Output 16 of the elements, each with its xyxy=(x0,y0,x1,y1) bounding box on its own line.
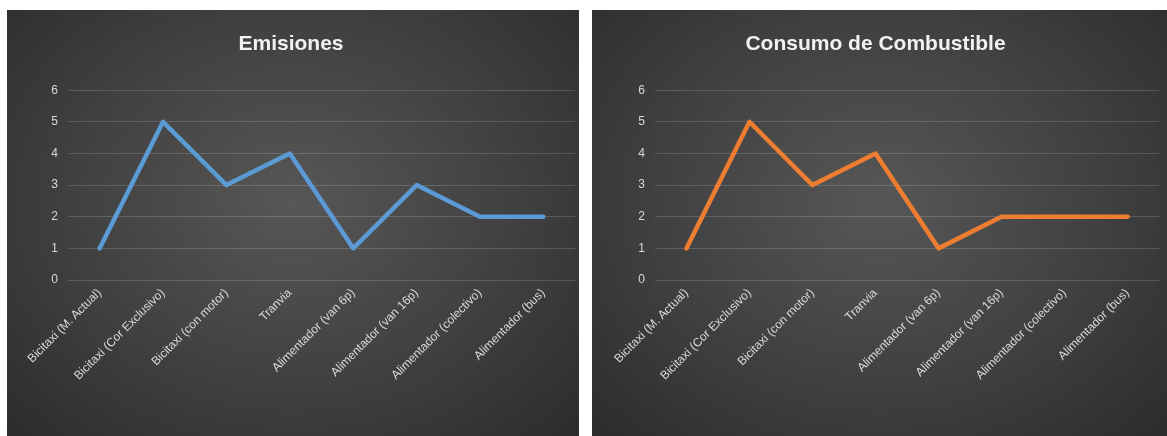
y-tick-label: 4 xyxy=(51,145,59,160)
chart-title: Emisiones xyxy=(238,31,344,55)
y-tick-label: 2 xyxy=(51,209,59,224)
y-tick-label: 0 xyxy=(51,272,59,287)
y-tick-label: 3 xyxy=(638,177,646,192)
y-tick-label: 5 xyxy=(638,114,646,129)
y-tick-label: 5 xyxy=(51,114,59,129)
y-tick-label: 4 xyxy=(638,145,646,160)
y-tick-label: 2 xyxy=(638,209,646,224)
y-tick-label: 6 xyxy=(51,82,59,97)
y-tick-label: 1 xyxy=(638,240,646,255)
y-tick-label: 3 xyxy=(51,177,59,192)
y-tick-label: 1 xyxy=(51,240,59,255)
y-tick-label: 0 xyxy=(638,272,646,287)
chart-title: Consumo de Combustible xyxy=(745,31,1006,55)
y-tick-label: 6 xyxy=(638,82,646,97)
